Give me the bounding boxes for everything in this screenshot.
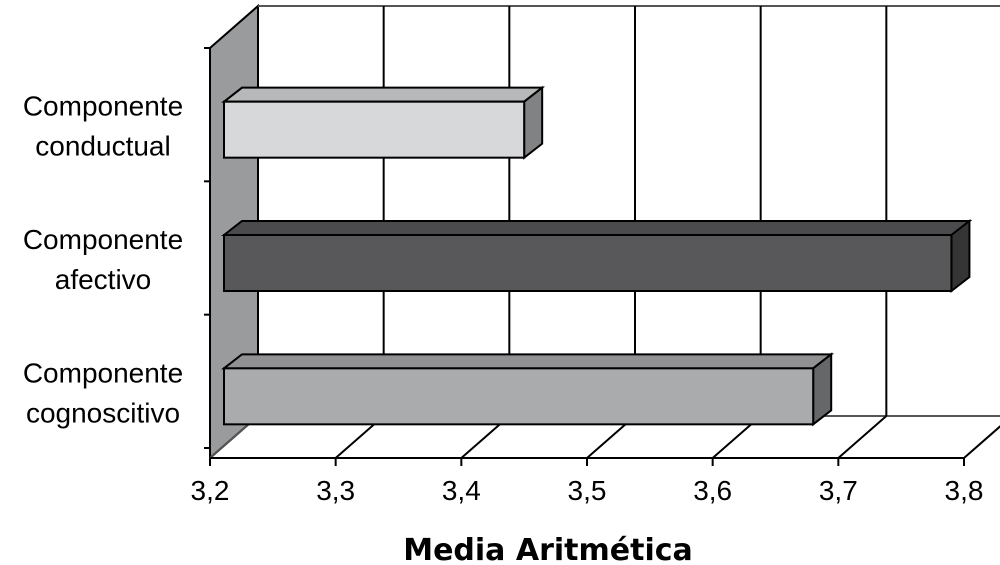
x-tick-label: 3,8	[945, 475, 984, 506]
category-label: cognoscitivo	[26, 397, 180, 428]
bar	[221, 85, 546, 160]
category-label: Componente	[23, 224, 183, 255]
category-label: Componente	[23, 357, 183, 388]
bar-front-face	[223, 367, 815, 426]
category-label: afectivo	[55, 264, 152, 295]
category-label: Componente	[23, 91, 183, 122]
bar-top-face	[221, 86, 546, 103]
bar-top-face	[221, 220, 973, 236]
bar	[221, 218, 973, 294]
floor-gridline	[837, 415, 887, 459]
x-tick-label: 3,2	[191, 475, 230, 506]
x-tick-label: 3,3	[316, 475, 355, 506]
x-axis-title: Media Aritmética	[403, 533, 693, 565]
x-tick-label: 3,7	[819, 475, 858, 506]
bars	[221, 85, 973, 427]
labels: 3,2 3,3 3,4 3,5 3,6 3,7 3,8 Componente conductua…	[23, 91, 984, 506]
bar-front-face	[223, 234, 953, 292]
bar-front-face	[223, 100, 526, 159]
bar-top-face	[221, 353, 835, 370]
x-tick-label: 3,5	[568, 475, 607, 506]
category-label: conductual	[35, 131, 170, 162]
x-tick-label: 3,4	[442, 475, 481, 506]
bar	[221, 352, 835, 427]
x-tick-label: 3,6	[693, 475, 732, 506]
floor-gridline	[963, 425, 1000, 459]
